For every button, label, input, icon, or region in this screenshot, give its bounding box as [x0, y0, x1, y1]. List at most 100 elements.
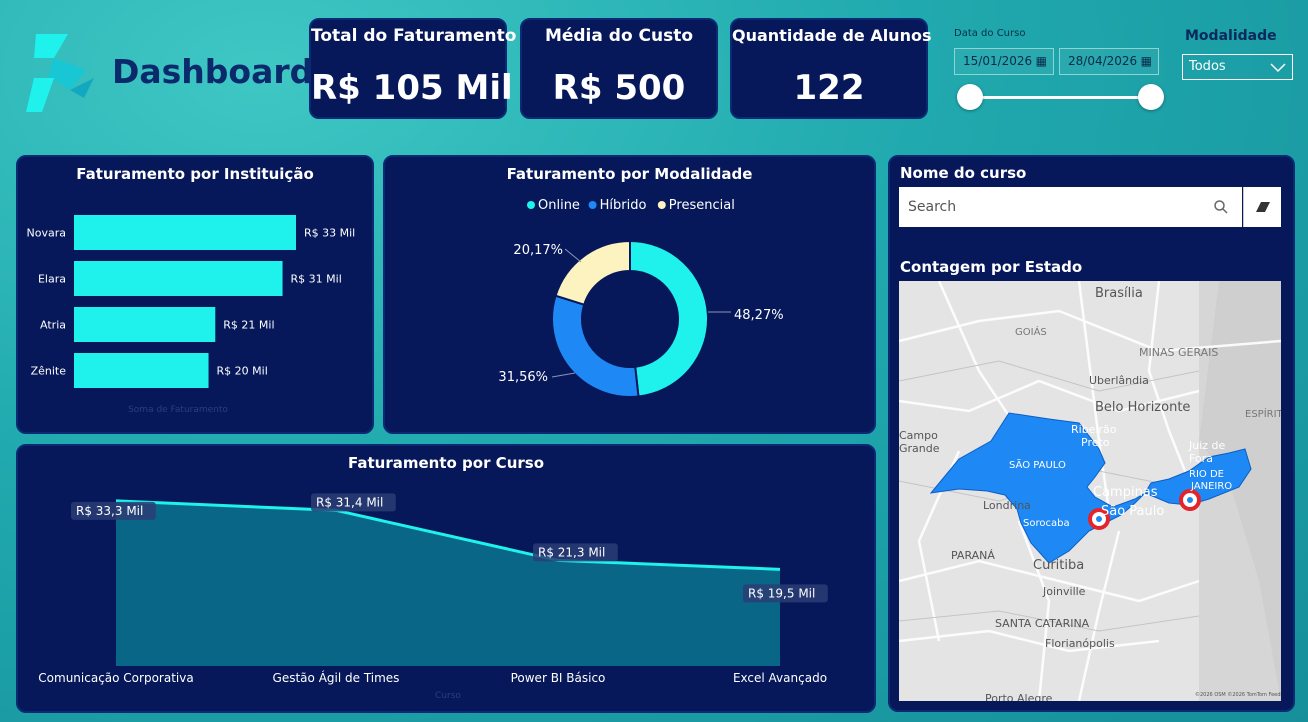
x-tick-label: Power BI Básico — [511, 671, 606, 685]
clear-search-button[interactable] — [1243, 187, 1281, 227]
map-attribution: ©2026 OSM ©2026 TomTom Feedback — [1195, 691, 1281, 698]
kpi-value: 122 — [793, 68, 865, 108]
chart-instituicao-panel: Faturamento por Instituição Novara R$ 33 … — [16, 155, 374, 434]
data-label-bg — [311, 493, 396, 512]
slider-handle-end[interactable] — [1138, 84, 1164, 110]
area-data-label: R$ 33,3 Mil — [76, 504, 143, 518]
bar — [74, 353, 209, 388]
leader-line — [564, 248, 582, 263]
bar — [74, 215, 296, 250]
kpi-card-custo: Média do Custo R$ 500 — [520, 18, 718, 119]
map-label: PARANÁ — [951, 549, 995, 562]
map-label: Florianópolis — [1045, 637, 1115, 650]
map-label: Campinas — [1093, 485, 1158, 500]
map-label: Curitiba — [1033, 558, 1084, 573]
x-tick-label: Comunicação Corporativa — [38, 671, 193, 685]
data-label-bg — [743, 584, 828, 603]
eraser-icon — [1255, 202, 1270, 212]
search-placeholder: Search — [908, 199, 957, 215]
bar-data-label: R$ 33 Mil — [304, 227, 355, 240]
chart-title: Faturamento por Modalidade — [506, 165, 753, 183]
chart-title: Faturamento por Instituição — [76, 165, 314, 183]
kpi-title: Média do Custo — [544, 26, 694, 46]
map-canvas[interactable]: Brasília GOIÁS MINAS GERAIS Uberlândia Belo … — [899, 281, 1281, 701]
map-label: MINAS GERAIS — [1139, 346, 1218, 359]
search-input[interactable]: Search — [899, 187, 1242, 227]
date-start-input[interactable]: 15/01/2026 ▦ — [954, 48, 1054, 75]
kpi-card-faturamento: Total do Faturamento R$ 105 Mil — [309, 18, 517, 119]
map-label: São Paulo — [1101, 504, 1164, 519]
map-label: Fora — [1189, 452, 1213, 465]
right-panel: Nome do curso Search Contagem por Estado — [888, 155, 1295, 712]
legend-marker — [588, 201, 597, 209]
x-tick-label: Excel Avançado — [733, 671, 827, 685]
donut-data-label: 20,17% — [513, 243, 563, 258]
data-label-bg — [533, 543, 618, 562]
map-label: Joinville — [1042, 585, 1086, 598]
area-line — [115, 499, 781, 571]
map-label: RIO DE — [1189, 469, 1224, 480]
bar — [74, 307, 216, 342]
modalidade-select[interactable]: Todos — [1182, 54, 1293, 80]
donut-chart-modalidade: Online Híbrido Presencial 48,27% 31,56% 20,17… — [498, 198, 784, 398]
map-label: Porto Alegre — [985, 692, 1053, 701]
map-label: Sorocaba — [1023, 518, 1070, 529]
map-label: Campo — [899, 429, 938, 442]
nome-curso-title: Nome do curso — [900, 164, 1027, 182]
date-start-value: 15/01/2026 — [963, 54, 1033, 68]
calendar-icon[interactable]: ▦ — [1140, 54, 1152, 68]
calendar-icon[interactable]: ▦ — [1035, 54, 1047, 68]
bar-data-label: R$ 31 Mil — [291, 273, 342, 286]
map-label: Uberlândia — [1089, 374, 1149, 387]
map-label: Ribeirão — [1071, 423, 1117, 436]
page-title: Dashboard — [112, 52, 314, 91]
area-chart-curso: R$ 33,3 Mil Comunicação Corporativa R$ 31,… — [38, 493, 828, 701]
date-filter-label: Data do Curso — [954, 28, 1026, 39]
map-label: SÃO PAULO — [1009, 458, 1066, 471]
modalidade-label: Modalidade — [1185, 28, 1277, 44]
leader-line — [551, 372, 576, 378]
map-label: ESPÍRITO S — [1245, 407, 1281, 420]
x-tick-label: Gestão Ágil de Times — [273, 670, 400, 685]
chevron-down-icon — [1270, 63, 1286, 73]
map-label: GOIÁS — [1015, 325, 1047, 338]
bar-chart-instituicao: Novara R$ 33 Mil Elara R$ 31 Mil Atria R$ 21 … — [27, 215, 355, 415]
chart-modalidade-panel: Faturamento por Modalidade Online Híbrido… — [383, 155, 876, 434]
bar — [74, 261, 283, 296]
logo-icon — [26, 34, 94, 112]
bar-category-label: Elara — [38, 273, 66, 286]
map-label: Londrina — [983, 499, 1031, 512]
kpi-card-alunos: Quantidade de Alunos 122 — [730, 18, 932, 119]
kpi-title: Total do Faturamento — [311, 26, 517, 46]
chart-curso-panel: Faturamento por Curso R$ 33,3 Mil Comunic… — [16, 444, 876, 713]
area-fill — [116, 500, 780, 666]
map-label: Preto — [1081, 436, 1110, 449]
donut-slice — [554, 239, 631, 306]
estado-title: Contagem por Estado — [900, 258, 1083, 276]
legend-marker — [527, 201, 535, 209]
slider-handle-start[interactable] — [957, 84, 983, 110]
donut-data-label: 31,56% — [498, 370, 548, 385]
legend-label: Online — [538, 198, 580, 213]
date-range-slider[interactable] — [970, 96, 1151, 99]
donut-data-label: 48,27% — [734, 308, 784, 323]
area-data-label: R$ 31,4 Mil — [316, 495, 383, 509]
date-end-value: 28/04/2026 — [1068, 54, 1138, 68]
search-icon[interactable] — [1214, 200, 1228, 214]
map-estado[interactable]: Brasília GOIÁS MINAS GERAIS Uberlândia Belo … — [899, 281, 1281, 701]
kpi-title: Quantidade de Alunos — [732, 26, 932, 45]
bar-category-label: Novara — [27, 227, 66, 240]
modalidade-value: Todos — [1189, 59, 1226, 74]
kpi-value: R$ 500 — [552, 68, 686, 108]
donut-slice — [551, 294, 640, 398]
map-label: JANEIRO — [1190, 481, 1232, 492]
date-end-input[interactable]: 28/04/2026 ▦ — [1059, 48, 1159, 75]
legend-marker — [657, 201, 666, 209]
bar-category-label: Atria — [40, 319, 66, 332]
map-label: Belo Horizonte — [1095, 400, 1190, 415]
kpi-value: R$ 105 Mil — [311, 68, 513, 108]
bar-data-label: R$ 20 Mil — [217, 365, 268, 378]
map-label: Grande — [899, 442, 940, 455]
map-label: SANTA CATARINA — [995, 617, 1090, 630]
map-label: Brasília — [1095, 286, 1143, 301]
